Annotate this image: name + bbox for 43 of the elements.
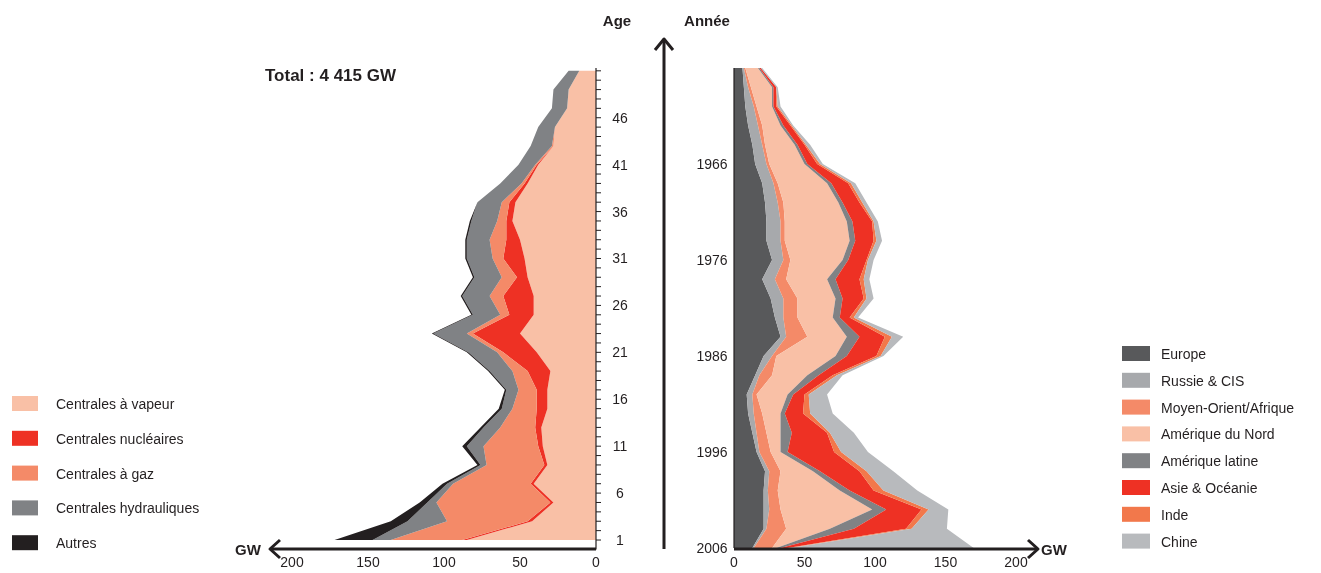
chart-title: Total : 4 415 GW [265, 66, 397, 85]
legend-label: Russie & CIS [1161, 372, 1245, 389]
legend-label: Centrales nucléaires [56, 430, 184, 447]
legend-label: Centrales à vapeur [56, 396, 175, 412]
y-tick-label: 6 [616, 485, 625, 502]
legend-label: Amérique du Nord [1161, 426, 1275, 443]
y-tick-label: 16 [612, 391, 628, 408]
x-tick-label: 0 [730, 554, 739, 570]
x-tick-label: 0 [592, 554, 601, 570]
y-tick-label: 26 [612, 297, 628, 314]
x-tick-label: 100 [863, 554, 887, 570]
legend-label: Europe [1161, 346, 1207, 362]
y-tick-label: 41 [612, 156, 628, 173]
y-tick-label: 1966 [696, 156, 728, 172]
x-tick-label: 100 [432, 554, 456, 570]
y-tick-label: 36 [612, 203, 628, 220]
legend-label: Asie & Océanie [1161, 480, 1258, 496]
legend-label: Chine [1161, 533, 1198, 550]
x-tick-label: 150 [356, 554, 380, 570]
y-tick-label: 1 [616, 532, 625, 549]
y-tick-label: 1976 [696, 252, 728, 268]
y-tick-label: 46 [612, 109, 628, 126]
legend-label: Centrales à gaz [56, 465, 155, 482]
legend-label: Moyen-Orient/Afrique [1161, 399, 1295, 416]
x-tick-label: 50 [512, 554, 528, 570]
y-tick-label: 11 [612, 438, 628, 455]
y-tick-label: 31 [612, 250, 628, 267]
y-axis-title: Age [602, 12, 632, 29]
y-tick-label: 2006 [696, 540, 728, 556]
x-tick-label: 200 [1004, 554, 1028, 570]
legend-label: Amérique latine [1161, 453, 1259, 470]
x-axis-title: GW [235, 541, 262, 558]
x-tick-label: 150 [933, 554, 958, 570]
y-tick-label: 1986 [696, 348, 728, 364]
legend-label: Inde [1161, 506, 1189, 523]
y-axis-title: Année [684, 12, 730, 29]
x-axis-title: GW [1041, 541, 1068, 558]
x-tick-label: 50 [796, 554, 813, 570]
legend-label: Centrales hydrauliques [56, 500, 200, 517]
legend-label: Autres [56, 535, 97, 552]
y-tick-label: 21 [612, 344, 628, 361]
y-tick-label: 1996 [696, 444, 728, 460]
x-tick-label: 200 [280, 554, 304, 570]
